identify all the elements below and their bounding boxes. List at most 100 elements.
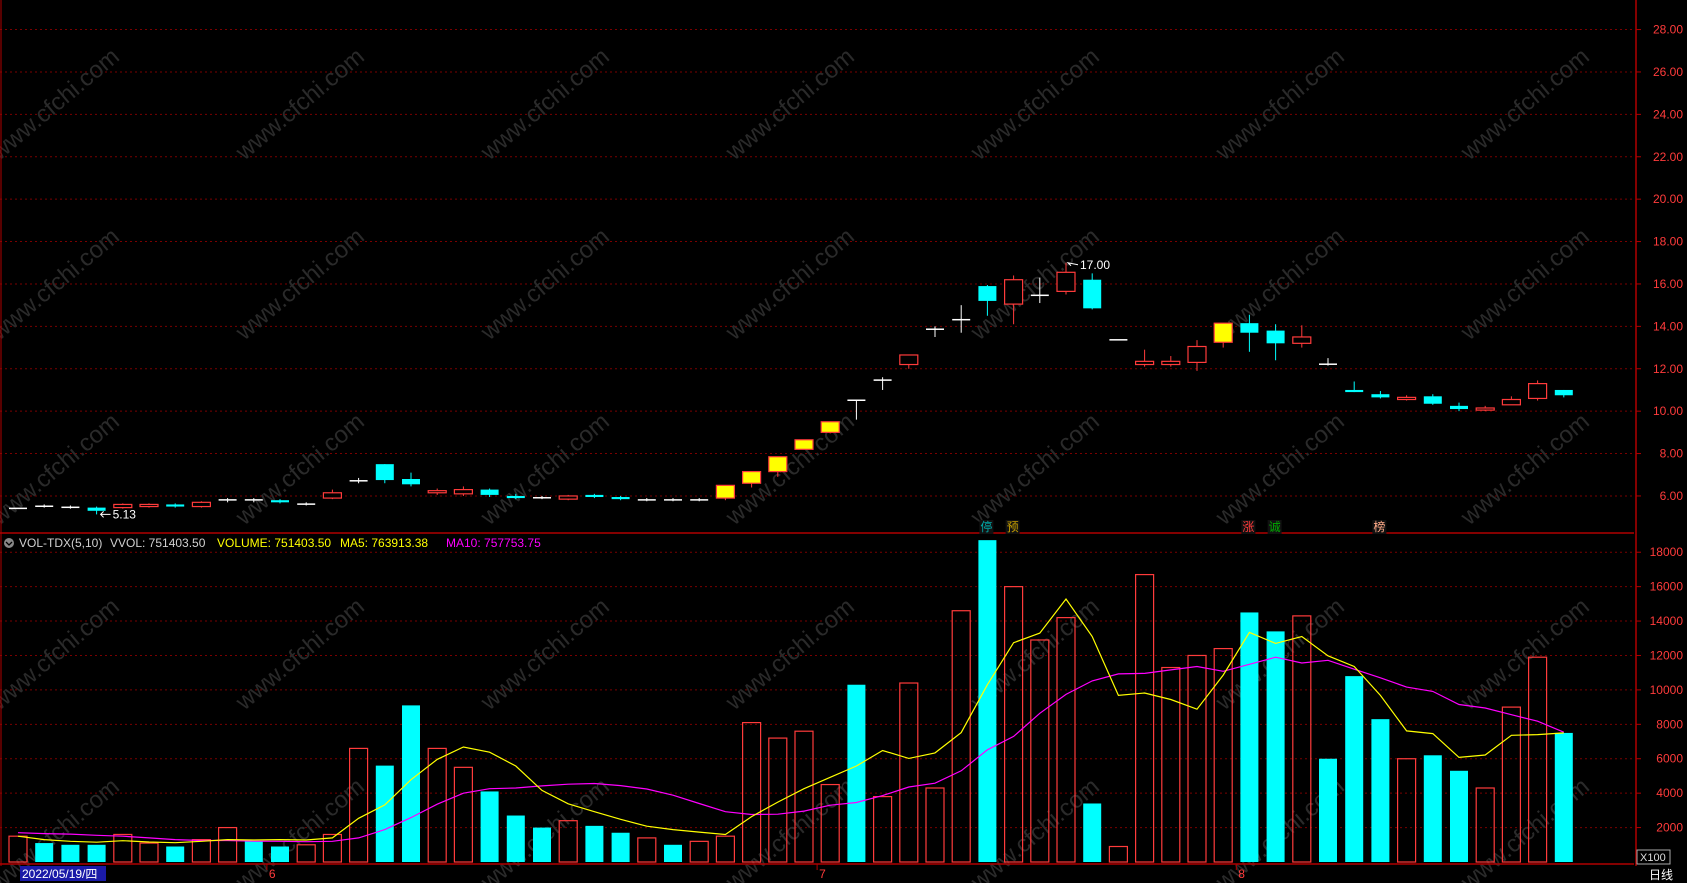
cycle-label[interactable]: 日线: [1649, 868, 1673, 882]
candlestick: [166, 503, 185, 508]
candle-body: [1134, 360, 1155, 366]
candlestick: [1240, 314, 1259, 352]
price-tick-label: 6.00: [1660, 489, 1684, 503]
volume-bar: [139, 842, 159, 863]
candlestick: [1501, 396, 1522, 406]
price-tick-label: 12.00: [1653, 362, 1683, 376]
volume-tick-label: 14000: [1650, 614, 1684, 628]
volume-bar: [271, 846, 289, 862]
volume-tick-label: 18000: [1650, 545, 1684, 559]
volume-bar: [1527, 656, 1548, 863]
candle-body: [271, 500, 289, 503]
candle-body: [1003, 279, 1024, 305]
volume-tick-label: 10000: [1650, 683, 1684, 697]
candlestick: [873, 377, 892, 390]
candlestick: [1345, 381, 1364, 393]
volume-bar: [925, 787, 945, 863]
candlestick: [952, 305, 971, 333]
price-tick-label: 24.00: [1653, 107, 1683, 121]
candlestick: [1371, 391, 1390, 399]
candlestick: [558, 494, 578, 501]
volume-bar: [1423, 755, 1442, 862]
event-marker-box: [1241, 520, 1256, 534]
candle-body: [585, 494, 604, 498]
event-marker[interactable]: 停: [980, 519, 992, 534]
event-marker[interactable]: 预: [1007, 520, 1019, 534]
watermark-text: www.cfchi.com: [0, 408, 125, 531]
candlestick: [349, 477, 368, 484]
candlestick: [35, 504, 54, 508]
volume-layer: [8, 540, 1573, 863]
candle-body: [1554, 389, 1573, 396]
candle-body: [741, 470, 762, 484]
volume-bar: [1396, 758, 1417, 863]
watermark-text: www.cfchi.com: [475, 43, 615, 166]
candlestick: [244, 498, 263, 503]
candlestick: [585, 493, 604, 499]
candlestick: [1056, 262, 1076, 295]
candlestick: [113, 503, 133, 509]
volume-bar: [322, 833, 342, 863]
price-annotations: 17.00 5.13: [113, 258, 1111, 522]
watermark-text: www.cfchi.com: [0, 43, 125, 166]
candle-body: [952, 318, 971, 321]
event-marker-box: [979, 520, 994, 534]
candle-body: [349, 480, 368, 482]
event-marker[interactable]: 涨: [1242, 519, 1254, 534]
candlestick: [322, 489, 342, 500]
volume-bar: [218, 826, 238, 863]
month-label: 7: [819, 867, 826, 881]
volume-bar: [8, 835, 28, 863]
volume-bar: [1083, 803, 1102, 862]
candlestick: [506, 493, 525, 500]
candlestick: [1266, 324, 1285, 361]
volume-bar: [899, 682, 919, 863]
volume-bar: [951, 610, 971, 863]
candlestick: [1187, 340, 1207, 371]
candle-body: [1266, 330, 1285, 344]
volume-tick-label: 8000: [1656, 717, 1683, 731]
candlestick: [1109, 339, 1128, 341]
candle-body: [1450, 405, 1468, 410]
watermark-text: www.cfchi.com: [0, 223, 125, 346]
volume-bar: [1450, 770, 1468, 862]
candle-body: [453, 489, 473, 495]
indicator-vvol: VVOL: 751403.50: [110, 536, 206, 550]
candlestick: [741, 470, 762, 488]
candlestick: [820, 421, 840, 434]
watermark-text: www.cfchi.com: [965, 43, 1105, 166]
indicator-toggle-icon[interactable]: [4, 538, 14, 548]
candle-body: [558, 495, 578, 500]
volume-bar: [1292, 615, 1312, 863]
candle-body: [611, 497, 630, 500]
volume-bar: [506, 815, 525, 862]
volume-tick-label: 16000: [1650, 580, 1684, 594]
month-label: 6: [269, 867, 276, 881]
watermark-text: www.cfchi.com: [1210, 408, 1350, 531]
volume-bar: [664, 844, 682, 862]
volume-tick-label: 12000: [1650, 648, 1684, 662]
candle-body: [1161, 360, 1181, 366]
candle-body: [1109, 339, 1128, 341]
volume-bar: [794, 730, 814, 863]
event-marker[interactable]: 诚: [1269, 520, 1281, 534]
candle-body: [35, 505, 54, 507]
event-markers[interactable]: 停预涨诚榜: [979, 519, 1387, 534]
volume-bar: [1240, 612, 1259, 862]
volume-bar: [1554, 732, 1573, 862]
price-tick-label: 28.00: [1653, 23, 1683, 37]
volume-bar: [715, 835, 736, 863]
candle-body: [1213, 322, 1233, 343]
watermark-text: www.cfchi.com: [230, 408, 370, 531]
candle-body: [533, 497, 551, 499]
axis-layer: 28.00 26.00 24.00 22.00 20.00 18.00 16.00 14.00…: [0, 0, 1683, 866]
candlestick: [637, 498, 656, 502]
candlestick: [375, 464, 394, 484]
candle-body: [1083, 279, 1102, 309]
candle-body: [166, 504, 185, 507]
candle-body: [899, 354, 919, 366]
volume-bar: [35, 843, 54, 862]
event-marker[interactable]: 榜: [1373, 519, 1385, 534]
low-arrow-icon: [99, 511, 111, 518]
